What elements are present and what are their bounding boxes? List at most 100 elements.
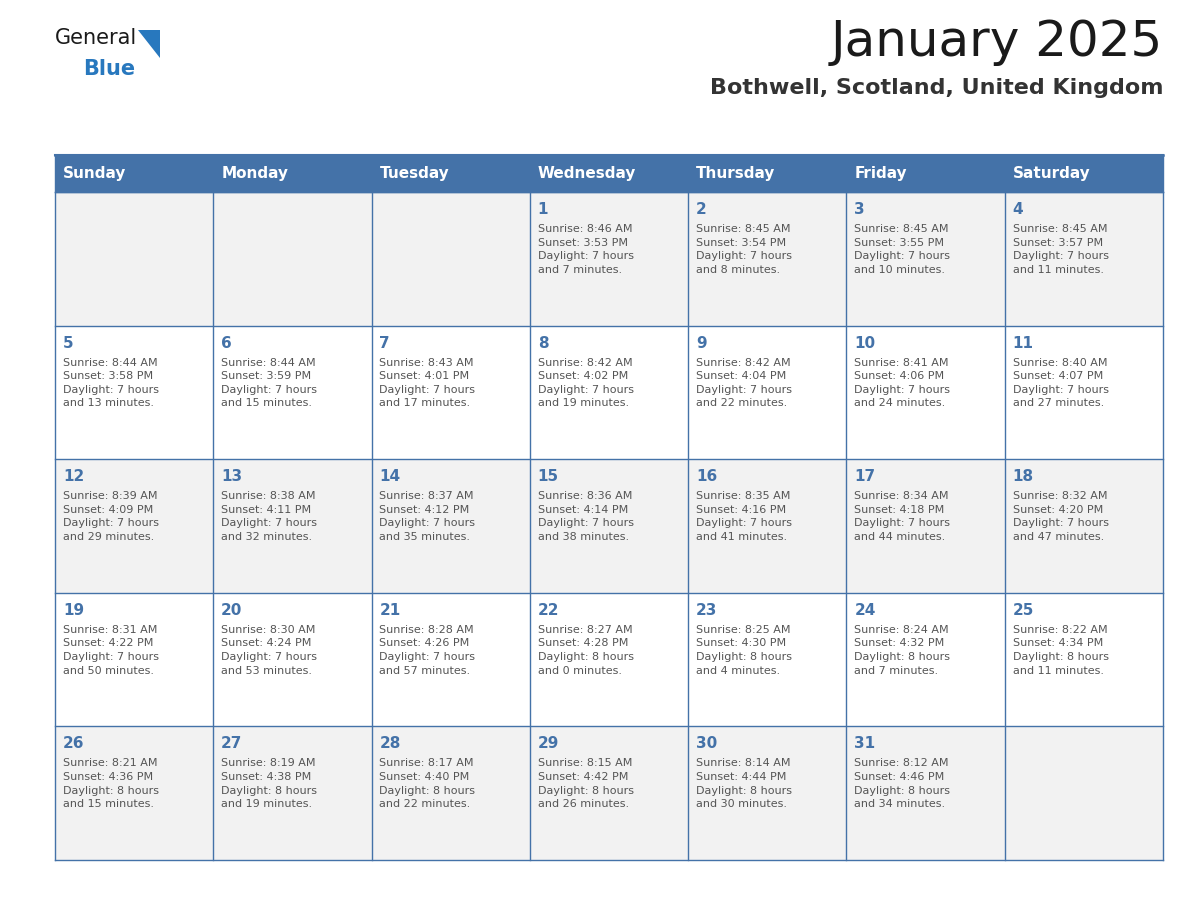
Bar (372, 593, 530, 726)
Text: Sunrise: 8:14 AM
Sunset: 4:44 PM
Daylight: 8 hours
and 30 minutes.: Sunrise: 8:14 AM Sunset: 4:44 PM Dayligh… (696, 758, 792, 809)
Bar (214, 593, 372, 726)
Text: Sunrise: 8:24 AM
Sunset: 4:32 PM
Daylight: 8 hours
and 7 minutes.: Sunrise: 8:24 AM Sunset: 4:32 PM Dayligh… (854, 625, 950, 676)
Text: 8: 8 (538, 336, 549, 351)
Text: 19: 19 (63, 603, 84, 618)
Text: Sunrise: 8:17 AM
Sunset: 4:40 PM
Daylight: 8 hours
and 22 minutes.: Sunrise: 8:17 AM Sunset: 4:40 PM Dayligh… (379, 758, 475, 809)
Bar (214, 459, 372, 593)
Text: Sunrise: 8:45 AM
Sunset: 3:55 PM
Daylight: 7 hours
and 10 minutes.: Sunrise: 8:45 AM Sunset: 3:55 PM Dayligh… (854, 224, 950, 274)
Bar (55, 326, 214, 459)
Text: Sunrise: 8:28 AM
Sunset: 4:26 PM
Daylight: 7 hours
and 57 minutes.: Sunrise: 8:28 AM Sunset: 4:26 PM Dayligh… (379, 625, 475, 676)
Bar (372, 326, 530, 459)
Text: 24: 24 (854, 603, 876, 618)
Text: Sunrise: 8:41 AM
Sunset: 4:06 PM
Daylight: 7 hours
and 24 minutes.: Sunrise: 8:41 AM Sunset: 4:06 PM Dayligh… (854, 358, 950, 409)
Text: 31: 31 (854, 736, 876, 752)
Bar (55, 192, 214, 326)
Text: Sunrise: 8:44 AM
Sunset: 3:58 PM
Daylight: 7 hours
and 13 minutes.: Sunrise: 8:44 AM Sunset: 3:58 PM Dayligh… (63, 358, 159, 409)
Text: Sunrise: 8:35 AM
Sunset: 4:16 PM
Daylight: 7 hours
and 41 minutes.: Sunrise: 8:35 AM Sunset: 4:16 PM Dayligh… (696, 491, 792, 542)
Text: Sunrise: 8:31 AM
Sunset: 4:22 PM
Daylight: 7 hours
and 50 minutes.: Sunrise: 8:31 AM Sunset: 4:22 PM Dayligh… (63, 625, 159, 676)
Text: Sunrise: 8:32 AM
Sunset: 4:20 PM
Daylight: 7 hours
and 47 minutes.: Sunrise: 8:32 AM Sunset: 4:20 PM Dayligh… (1012, 491, 1108, 542)
Text: 25: 25 (1012, 603, 1034, 618)
Bar (688, 192, 846, 326)
Bar (688, 459, 846, 593)
Text: 3: 3 (854, 202, 865, 217)
Text: 4: 4 (1012, 202, 1023, 217)
Text: Sunrise: 8:45 AM
Sunset: 3:54 PM
Daylight: 7 hours
and 8 minutes.: Sunrise: 8:45 AM Sunset: 3:54 PM Dayligh… (696, 224, 792, 274)
Text: 2: 2 (696, 202, 707, 217)
Text: General: General (55, 28, 138, 48)
Text: Thursday: Thursday (696, 166, 776, 181)
Text: 6: 6 (221, 336, 232, 351)
Bar (688, 155, 846, 192)
Bar (530, 459, 688, 593)
Text: 15: 15 (538, 469, 558, 484)
Text: 20: 20 (221, 603, 242, 618)
Text: Sunrise: 8:27 AM
Sunset: 4:28 PM
Daylight: 8 hours
and 0 minutes.: Sunrise: 8:27 AM Sunset: 4:28 PM Dayligh… (538, 625, 633, 676)
Text: Sunrise: 8:42 AM
Sunset: 4:04 PM
Daylight: 7 hours
and 22 minutes.: Sunrise: 8:42 AM Sunset: 4:04 PM Dayligh… (696, 358, 792, 409)
Text: Sunrise: 8:42 AM
Sunset: 4:02 PM
Daylight: 7 hours
and 19 minutes.: Sunrise: 8:42 AM Sunset: 4:02 PM Dayligh… (538, 358, 633, 409)
Text: Sunrise: 8:21 AM
Sunset: 4:36 PM
Daylight: 8 hours
and 15 minutes.: Sunrise: 8:21 AM Sunset: 4:36 PM Dayligh… (63, 758, 159, 809)
Text: Sunrise: 8:15 AM
Sunset: 4:42 PM
Daylight: 8 hours
and 26 minutes.: Sunrise: 8:15 AM Sunset: 4:42 PM Dayligh… (538, 758, 633, 809)
Bar (1005, 726, 1163, 860)
Text: 27: 27 (221, 736, 242, 752)
Bar (846, 192, 1005, 326)
Text: 7: 7 (379, 336, 390, 351)
Bar (688, 726, 846, 860)
Bar (1005, 155, 1163, 192)
Bar (530, 155, 688, 192)
Text: 11: 11 (1012, 336, 1034, 351)
Text: 29: 29 (538, 736, 560, 752)
Bar (372, 155, 530, 192)
Text: 28: 28 (379, 736, 400, 752)
Bar (372, 192, 530, 326)
Bar (530, 726, 688, 860)
Text: Sunrise: 8:25 AM
Sunset: 4:30 PM
Daylight: 8 hours
and 4 minutes.: Sunrise: 8:25 AM Sunset: 4:30 PM Dayligh… (696, 625, 792, 676)
Text: 10: 10 (854, 336, 876, 351)
Text: Bothwell, Scotland, United Kingdom: Bothwell, Scotland, United Kingdom (709, 78, 1163, 98)
Text: 14: 14 (379, 469, 400, 484)
Text: Sunrise: 8:44 AM
Sunset: 3:59 PM
Daylight: 7 hours
and 15 minutes.: Sunrise: 8:44 AM Sunset: 3:59 PM Dayligh… (221, 358, 317, 409)
Bar (214, 192, 372, 326)
Text: Sunrise: 8:36 AM
Sunset: 4:14 PM
Daylight: 7 hours
and 38 minutes.: Sunrise: 8:36 AM Sunset: 4:14 PM Dayligh… (538, 491, 633, 542)
Bar (846, 326, 1005, 459)
Bar (846, 459, 1005, 593)
Text: Wednesday: Wednesday (538, 166, 636, 181)
Text: January 2025: January 2025 (830, 18, 1163, 66)
Text: Sunday: Sunday (63, 166, 126, 181)
Text: Sunrise: 8:30 AM
Sunset: 4:24 PM
Daylight: 7 hours
and 53 minutes.: Sunrise: 8:30 AM Sunset: 4:24 PM Dayligh… (221, 625, 317, 676)
Bar (55, 726, 214, 860)
Text: 30: 30 (696, 736, 718, 752)
Text: Sunrise: 8:22 AM
Sunset: 4:34 PM
Daylight: 8 hours
and 11 minutes.: Sunrise: 8:22 AM Sunset: 4:34 PM Dayligh… (1012, 625, 1108, 676)
Bar (530, 192, 688, 326)
Bar (55, 459, 214, 593)
Bar (214, 726, 372, 860)
Text: 12: 12 (63, 469, 84, 484)
Text: Saturday: Saturday (1012, 166, 1091, 181)
Text: Sunrise: 8:38 AM
Sunset: 4:11 PM
Daylight: 7 hours
and 32 minutes.: Sunrise: 8:38 AM Sunset: 4:11 PM Dayligh… (221, 491, 317, 542)
Text: Sunrise: 8:37 AM
Sunset: 4:12 PM
Daylight: 7 hours
and 35 minutes.: Sunrise: 8:37 AM Sunset: 4:12 PM Dayligh… (379, 491, 475, 542)
Text: 17: 17 (854, 469, 876, 484)
Text: Sunrise: 8:46 AM
Sunset: 3:53 PM
Daylight: 7 hours
and 7 minutes.: Sunrise: 8:46 AM Sunset: 3:53 PM Dayligh… (538, 224, 633, 274)
Bar (1005, 326, 1163, 459)
Text: 13: 13 (221, 469, 242, 484)
Bar (214, 155, 372, 192)
Text: Sunrise: 8:34 AM
Sunset: 4:18 PM
Daylight: 7 hours
and 44 minutes.: Sunrise: 8:34 AM Sunset: 4:18 PM Dayligh… (854, 491, 950, 542)
Text: 9: 9 (696, 336, 707, 351)
Text: 26: 26 (63, 736, 84, 752)
Bar (214, 326, 372, 459)
Bar (688, 593, 846, 726)
Text: Sunrise: 8:12 AM
Sunset: 4:46 PM
Daylight: 8 hours
and 34 minutes.: Sunrise: 8:12 AM Sunset: 4:46 PM Dayligh… (854, 758, 950, 809)
Text: 16: 16 (696, 469, 718, 484)
Text: Sunrise: 8:43 AM
Sunset: 4:01 PM
Daylight: 7 hours
and 17 minutes.: Sunrise: 8:43 AM Sunset: 4:01 PM Dayligh… (379, 358, 475, 409)
Text: Sunrise: 8:40 AM
Sunset: 4:07 PM
Daylight: 7 hours
and 27 minutes.: Sunrise: 8:40 AM Sunset: 4:07 PM Dayligh… (1012, 358, 1108, 409)
Bar (1005, 459, 1163, 593)
Text: Blue: Blue (83, 59, 135, 79)
Polygon shape (138, 30, 160, 58)
Text: 5: 5 (63, 336, 74, 351)
Bar (55, 593, 214, 726)
Bar (688, 326, 846, 459)
Bar (1005, 593, 1163, 726)
Text: Sunrise: 8:19 AM
Sunset: 4:38 PM
Daylight: 8 hours
and 19 minutes.: Sunrise: 8:19 AM Sunset: 4:38 PM Dayligh… (221, 758, 317, 809)
Bar (846, 726, 1005, 860)
Bar (372, 726, 530, 860)
Text: 22: 22 (538, 603, 560, 618)
